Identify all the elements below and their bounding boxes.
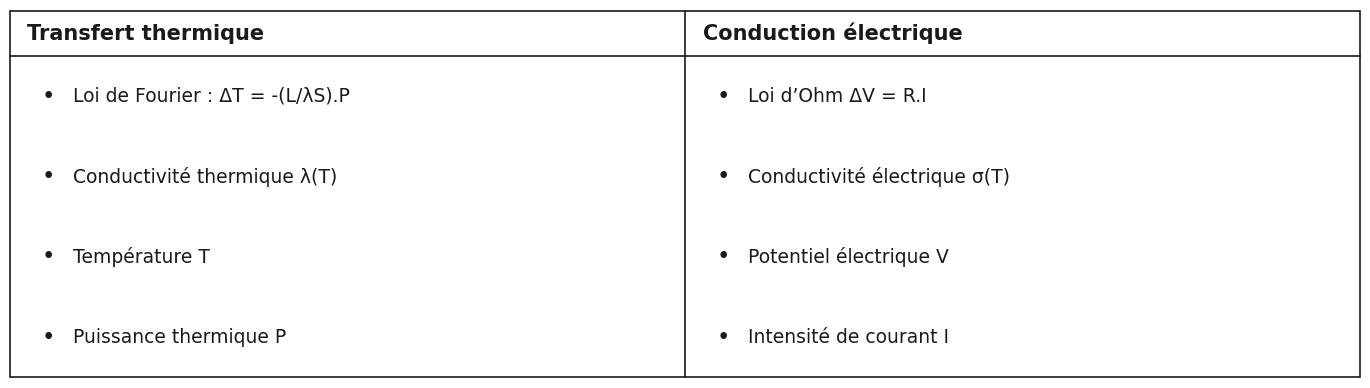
Text: •: • bbox=[41, 245, 55, 268]
Text: Conductivité électrique σ(T): Conductivité électrique σ(T) bbox=[748, 166, 1010, 187]
Text: Température T: Température T bbox=[73, 247, 210, 267]
Text: •: • bbox=[717, 165, 730, 188]
Text: •: • bbox=[41, 326, 55, 348]
Text: Intensité de courant I: Intensité de courant I bbox=[748, 327, 949, 346]
Text: •: • bbox=[717, 326, 730, 348]
Text: Potentiel électrique V: Potentiel électrique V bbox=[748, 247, 949, 267]
Text: Loi de Fourier : ΔT = -(L/λS).P: Loi de Fourier : ΔT = -(L/λS).P bbox=[73, 87, 349, 106]
Text: •: • bbox=[41, 165, 55, 188]
Text: •: • bbox=[41, 85, 55, 108]
Text: Conduction électrique: Conduction électrique bbox=[703, 23, 963, 44]
Text: Conductivité thermique λ(T): Conductivité thermique λ(T) bbox=[73, 166, 337, 187]
Text: Puissance thermique P: Puissance thermique P bbox=[73, 327, 286, 346]
Text: Loi d’Ohm ΔV = R.I: Loi d’Ohm ΔV = R.I bbox=[748, 87, 926, 106]
Text: •: • bbox=[717, 245, 730, 268]
Text: Transfert thermique: Transfert thermique bbox=[27, 24, 264, 43]
Text: •: • bbox=[717, 85, 730, 108]
